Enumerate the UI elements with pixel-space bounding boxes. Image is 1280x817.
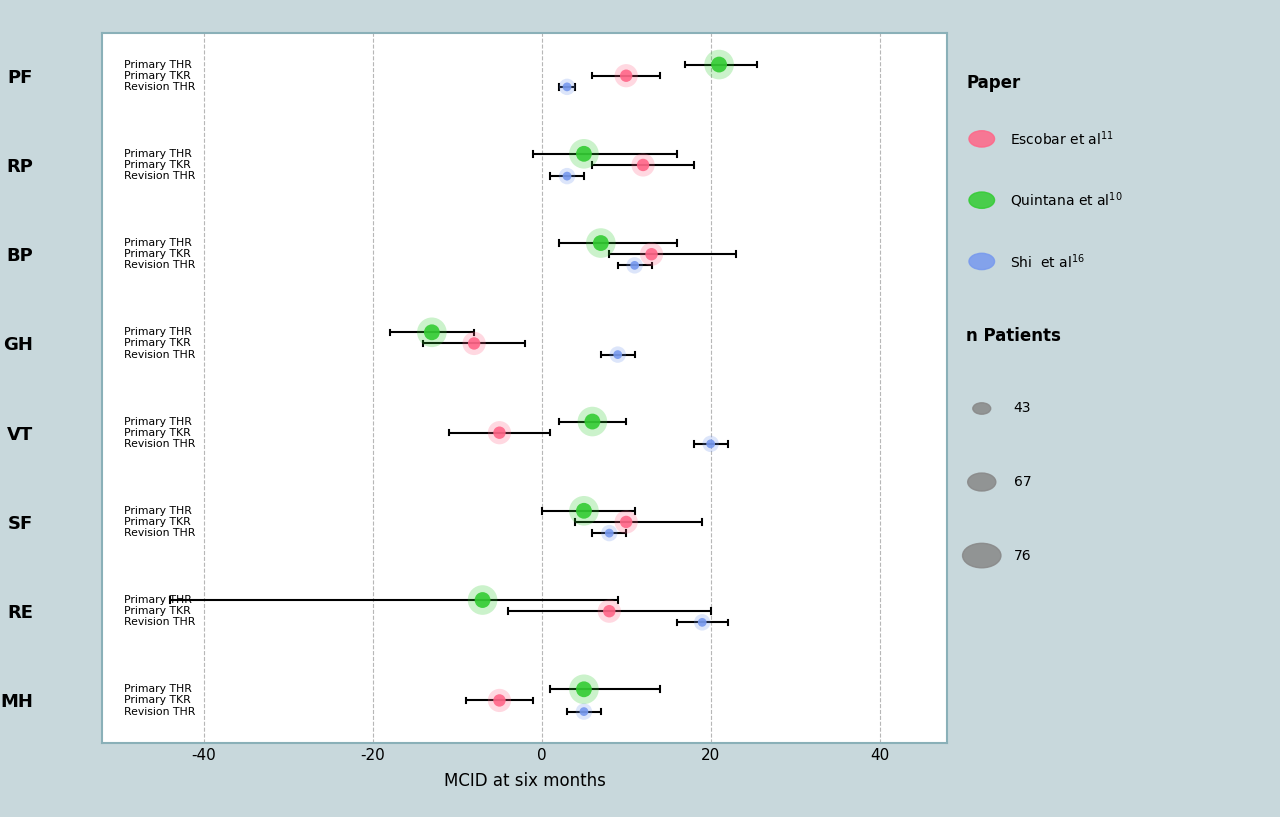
Text: Primary THR: Primary THR: [123, 506, 192, 516]
Point: [573, 147, 594, 160]
Point: [599, 605, 620, 618]
Point: [625, 259, 645, 272]
Text: Escobar et al$^{11}$: Escobar et al$^{11}$: [1010, 130, 1114, 148]
Point: [632, 158, 653, 172]
Point: [557, 170, 577, 183]
Text: Primary THR: Primary THR: [123, 60, 192, 69]
Point: [557, 80, 577, 93]
Point: [582, 415, 603, 428]
Point: [489, 426, 509, 440]
Text: 76: 76: [1014, 548, 1032, 563]
Point: [590, 236, 611, 249]
Text: Primary TKR: Primary TKR: [123, 606, 191, 616]
Point: [616, 69, 636, 83]
Text: Primary TKR: Primary TKR: [123, 71, 191, 81]
Point: [625, 259, 645, 272]
Text: Primary TKR: Primary TKR: [123, 695, 191, 705]
Text: Shi  et al$^{16}$: Shi et al$^{16}$: [1010, 252, 1084, 270]
Point: [632, 158, 653, 172]
Point: [641, 248, 662, 261]
Text: Quintana et al$^{10}$: Quintana et al$^{10}$: [1010, 190, 1123, 210]
Point: [472, 593, 493, 606]
Point: [616, 516, 636, 529]
Text: Revision THR: Revision THR: [123, 261, 195, 270]
Text: 67: 67: [1014, 475, 1032, 489]
Point: [463, 337, 484, 350]
Text: Primary THR: Primary THR: [123, 238, 192, 248]
Point: [421, 326, 442, 339]
Point: [489, 426, 509, 440]
Text: Revision THR: Revision THR: [123, 707, 195, 717]
Point: [709, 58, 730, 71]
Point: [573, 705, 594, 718]
Point: [573, 683, 594, 696]
Point: [489, 694, 509, 707]
Point: [608, 348, 628, 361]
Text: Revision THR: Revision THR: [123, 618, 195, 627]
Text: Revision THR: Revision THR: [123, 528, 195, 538]
Point: [599, 527, 620, 540]
X-axis label: MCID at six months: MCID at six months: [444, 772, 605, 790]
Text: Primary TKR: Primary TKR: [123, 517, 191, 527]
Point: [590, 236, 611, 249]
Text: Primary THR: Primary THR: [123, 149, 192, 158]
Point: [608, 348, 628, 361]
Text: Primary TKR: Primary TKR: [123, 160, 191, 170]
Point: [573, 147, 594, 160]
Point: [573, 504, 594, 517]
Text: Primary THR: Primary THR: [123, 328, 192, 337]
Text: Primary TKR: Primary TKR: [123, 427, 191, 438]
Point: [700, 437, 721, 450]
Point: [692, 616, 713, 629]
Point: [573, 683, 594, 696]
Point: [599, 527, 620, 540]
Point: [692, 616, 713, 629]
Text: Primary THR: Primary THR: [123, 595, 192, 605]
Text: Primary TKR: Primary TKR: [123, 249, 191, 259]
Point: [489, 694, 509, 707]
Point: [616, 516, 636, 529]
Point: [421, 326, 442, 339]
Point: [557, 170, 577, 183]
Point: [472, 593, 493, 606]
Point: [616, 69, 636, 83]
Point: [582, 415, 603, 428]
Text: 43: 43: [1014, 401, 1032, 416]
Point: [641, 248, 662, 261]
Text: Revision THR: Revision THR: [123, 171, 195, 181]
Text: Primary THR: Primary THR: [123, 417, 192, 426]
Point: [709, 58, 730, 71]
Text: Primary TKR: Primary TKR: [123, 338, 191, 349]
Text: Revision THR: Revision THR: [123, 439, 195, 449]
Text: Primary THR: Primary THR: [123, 685, 192, 694]
Text: Paper: Paper: [966, 74, 1020, 92]
Text: Revision THR: Revision THR: [123, 350, 195, 359]
Point: [700, 437, 721, 450]
Point: [573, 504, 594, 517]
Point: [573, 705, 594, 718]
Text: n Patients: n Patients: [966, 327, 1061, 345]
Point: [463, 337, 484, 350]
Text: Revision THR: Revision THR: [123, 82, 195, 92]
Point: [557, 80, 577, 93]
Point: [599, 605, 620, 618]
